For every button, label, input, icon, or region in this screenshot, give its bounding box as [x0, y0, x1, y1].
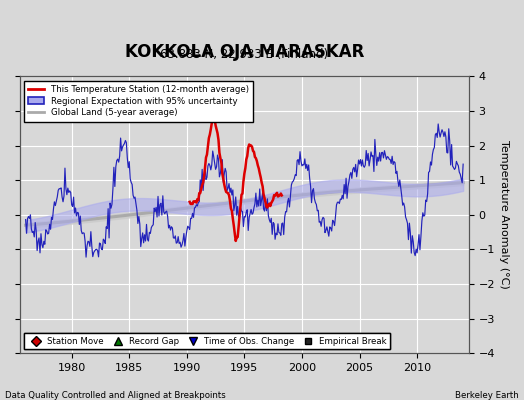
Text: Data Quality Controlled and Aligned at Breakpoints: Data Quality Controlled and Aligned at B… [5, 391, 226, 400]
Text: 63.883 N, 22.933 E (Finland): 63.883 N, 22.933 E (Finland) [160, 48, 329, 61]
Legend: Station Move, Record Gap, Time of Obs. Change, Empirical Break: Station Move, Record Gap, Time of Obs. C… [24, 333, 390, 349]
Text: Berkeley Earth: Berkeley Earth [455, 391, 519, 400]
Y-axis label: Temperature Anomaly (°C): Temperature Anomaly (°C) [499, 140, 509, 289]
Title: KOKKOLA OJA MARASKAR: KOKKOLA OJA MARASKAR [125, 43, 364, 61]
